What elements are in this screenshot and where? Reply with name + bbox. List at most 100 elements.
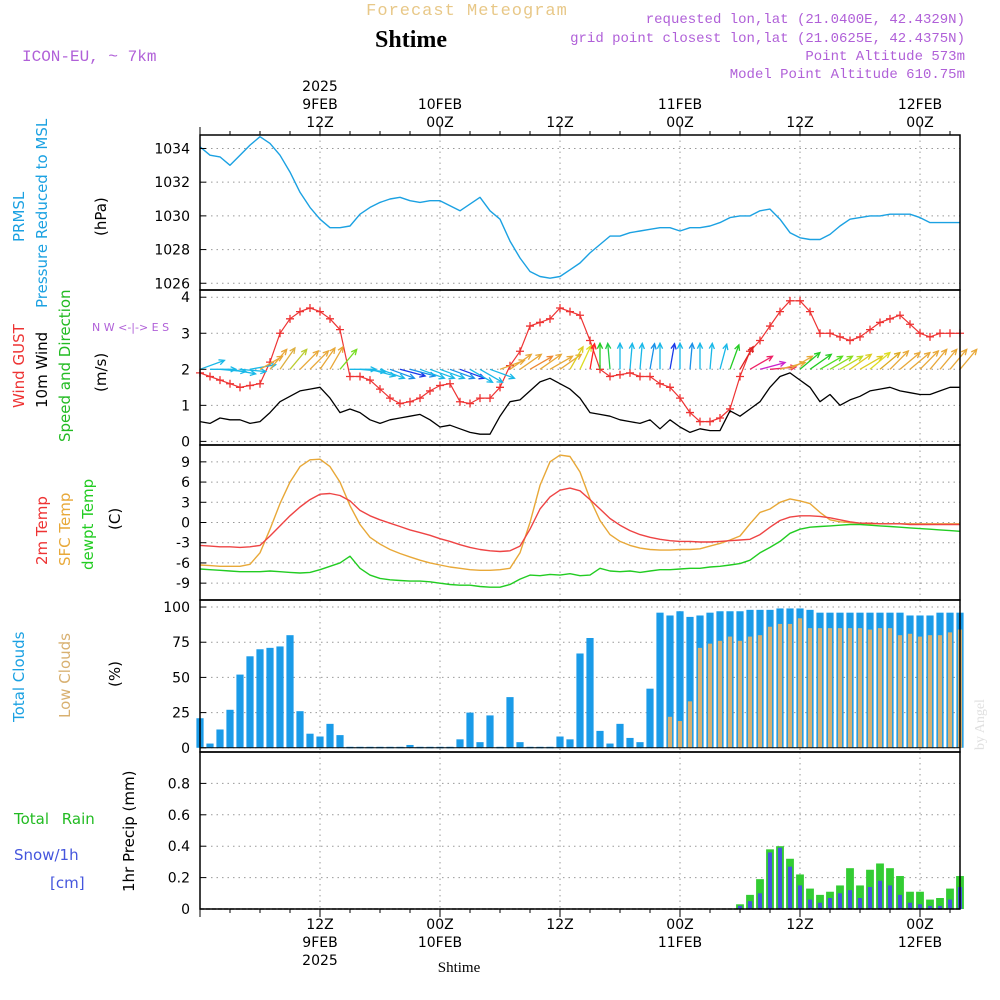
svg-text:(m/s): (m/s) bbox=[92, 353, 110, 392]
top-time-label: 12Z bbox=[306, 115, 333, 131]
total-cloud-bar bbox=[586, 638, 594, 748]
forecast-title: Forecast Meteogram bbox=[366, 2, 568, 21]
rain-bar bbox=[896, 876, 904, 909]
svg-text:SFC Temp: SFC Temp bbox=[56, 493, 74, 566]
snow-bar bbox=[818, 902, 822, 909]
low-cloud-bar bbox=[907, 633, 913, 748]
wind-arrow bbox=[229, 368, 258, 377]
model-altitude: Model Point Altitude 610.75m bbox=[730, 67, 965, 83]
gust-marker bbox=[446, 379, 454, 388]
rain-bar bbox=[846, 868, 854, 909]
gust-marker bbox=[636, 372, 644, 381]
wind-arrow bbox=[319, 346, 336, 370]
gust-marker bbox=[556, 304, 564, 313]
wind-arrow bbox=[569, 345, 584, 370]
snow-bar bbox=[868, 887, 872, 909]
total-cloud-bar bbox=[296, 711, 304, 748]
wind-arrow bbox=[879, 351, 902, 370]
gust-marker bbox=[216, 376, 224, 385]
wind-arrow bbox=[729, 343, 741, 370]
gust-marker bbox=[946, 329, 954, 338]
wind-arrow bbox=[708, 341, 716, 370]
top-time-label: 10FEB bbox=[418, 97, 462, 113]
low-cloud-bar bbox=[867, 629, 873, 748]
snow-bar bbox=[748, 901, 752, 909]
wind-arrow bbox=[269, 348, 288, 370]
t2m-line bbox=[199, 487, 960, 553]
y-tick-label: 0 bbox=[181, 434, 190, 450]
svg-text:(%): (%) bbox=[106, 661, 124, 687]
bottom-time-label: 12Z bbox=[786, 917, 813, 933]
y-tick-label: 1 bbox=[181, 398, 190, 414]
svg-text:Total Clouds: Total Clouds bbox=[10, 631, 28, 723]
wind-arrow bbox=[489, 368, 516, 380]
snow-bar bbox=[888, 885, 892, 909]
low-cloud-bar bbox=[947, 632, 953, 748]
gust-marker bbox=[786, 296, 794, 305]
low-cloud-bar bbox=[807, 628, 813, 748]
wind-arrow bbox=[616, 341, 624, 370]
snow-bar bbox=[918, 904, 922, 909]
gust-marker bbox=[666, 383, 674, 392]
dewpt-line bbox=[199, 523, 961, 588]
wind-arrow bbox=[939, 348, 958, 370]
y-tick-label: -9 bbox=[176, 576, 190, 592]
low-cloud-bar bbox=[887, 628, 893, 748]
temp-ylabel: 2m Temp SFC Temp dewpt Temp (C) bbox=[33, 479, 124, 570]
gust-marker bbox=[276, 329, 284, 338]
wind-arrow bbox=[519, 353, 543, 370]
gust-marker bbox=[926, 332, 934, 341]
low-cloud-bar bbox=[937, 635, 943, 748]
wind-arrow bbox=[389, 368, 416, 380]
gust-marker bbox=[836, 332, 844, 341]
y-tick-label: 25 bbox=[172, 706, 190, 722]
wind-arrow bbox=[299, 349, 320, 370]
gust-marker bbox=[626, 368, 634, 377]
wind-arrow bbox=[809, 353, 833, 370]
pressure-ylabel: PRMSL Pressure Reduced to MSL (hPa) bbox=[10, 118, 110, 308]
gust-marker bbox=[526, 322, 534, 331]
total-cloud-bar bbox=[286, 635, 294, 748]
y-tick-label: 2 bbox=[181, 362, 190, 378]
snow-bar bbox=[908, 902, 912, 909]
low-cloud-bar bbox=[757, 635, 763, 748]
gust-marker bbox=[736, 372, 744, 381]
total-cloud-bar bbox=[256, 649, 264, 748]
wind-arrow bbox=[309, 349, 330, 370]
wind-arrow bbox=[604, 341, 612, 370]
panel-frame bbox=[199, 751, 961, 910]
total-cloud-bar bbox=[406, 744, 414, 748]
gust-marker bbox=[416, 394, 424, 403]
total-cloud-bar bbox=[226, 709, 234, 748]
total-cloud-bar bbox=[306, 733, 314, 748]
low-cloud-bar bbox=[927, 635, 933, 748]
low-cloud-bar bbox=[697, 647, 703, 748]
wind-arrow bbox=[919, 349, 940, 370]
gust-marker bbox=[366, 376, 374, 385]
wind-compass: N W <-|-> E S bbox=[92, 321, 169, 334]
total-cloud-bar bbox=[606, 743, 614, 748]
wind-arrow bbox=[859, 355, 884, 370]
y-tick-label: 75 bbox=[172, 635, 190, 651]
pressure-line bbox=[199, 135, 960, 279]
gust-marker bbox=[876, 318, 884, 327]
total-cloud-bar bbox=[246, 656, 254, 748]
wind-arrow bbox=[439, 368, 466, 380]
footer-location: Shtime bbox=[438, 960, 481, 976]
low-cloud-bar bbox=[847, 628, 853, 748]
gust-marker bbox=[356, 372, 364, 381]
gust-marker bbox=[856, 332, 864, 341]
snow-bar bbox=[808, 899, 812, 909]
gust-marker bbox=[816, 329, 824, 338]
gust-marker bbox=[676, 394, 684, 403]
low-cloud-bar bbox=[707, 643, 713, 748]
gust-marker bbox=[646, 372, 654, 381]
svg-text:PRMSL: PRMSL bbox=[10, 191, 28, 242]
gust-marker bbox=[226, 379, 234, 388]
wind-arrow bbox=[339, 348, 358, 370]
snow-bar bbox=[778, 847, 782, 909]
wind-arrow bbox=[579, 344, 592, 370]
svg-text:Snow/1h: Snow/1h bbox=[14, 846, 79, 864]
total-cloud-bar bbox=[206, 743, 214, 748]
y-tick-label: 1028 bbox=[154, 243, 190, 259]
